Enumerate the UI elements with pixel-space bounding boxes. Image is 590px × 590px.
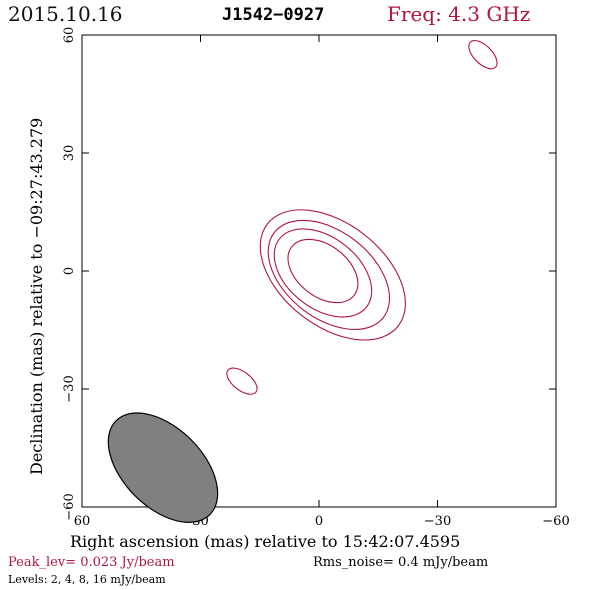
- y-tick-label: −30: [62, 375, 77, 402]
- y-tick-label: 0: [62, 267, 77, 275]
- y-tick-label: 60: [62, 27, 77, 44]
- restoring-beam: [107, 412, 219, 523]
- source-name: J1542−0927: [222, 5, 325, 25]
- x-axis-label: Right ascension (mas) relative to 15:42:…: [70, 532, 461, 551]
- observation-date: 2015.10.16: [8, 2, 123, 26]
- x-tick-label: −30: [424, 514, 451, 529]
- x-tick-label: −60: [542, 514, 569, 529]
- y-tick-label: −60: [62, 493, 77, 520]
- contour-levels: Levels: 2, 4, 8, 16 mJy/beam: [8, 573, 166, 586]
- contour-level-2: [259, 209, 406, 341]
- contour-level-16: [287, 238, 359, 304]
- y-axis-label: Declination (mas) relative to −09:27:43.…: [27, 117, 46, 475]
- contour-level-8: [273, 228, 373, 318]
- contour-level-2: [226, 367, 258, 395]
- x-tick-label: 0: [315, 514, 323, 529]
- y-tick-label: 30: [62, 145, 77, 162]
- contour-level-4: [267, 219, 391, 331]
- x-tick-label: 60: [74, 514, 91, 529]
- rms-noise: Rms_noise= 0.4 mJy/beam: [313, 555, 489, 570]
- contour-level-2: [468, 40, 498, 70]
- frequency-label: Freq: 4.3 GHz: [387, 2, 531, 26]
- peak-level: Peak_lev= 0.023 Jy/beam: [8, 555, 175, 570]
